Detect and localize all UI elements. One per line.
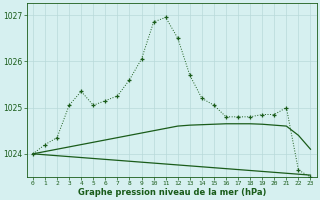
- X-axis label: Graphe pression niveau de la mer (hPa): Graphe pression niveau de la mer (hPa): [77, 188, 266, 197]
